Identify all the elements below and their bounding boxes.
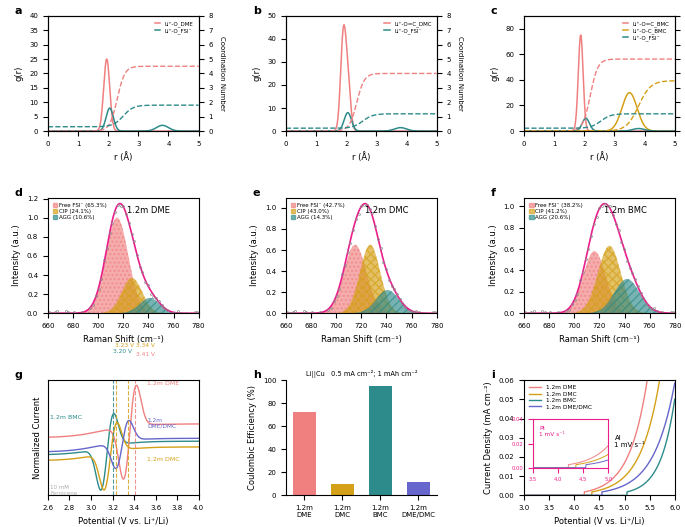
X-axis label: Raman Shift (cm⁻¹): Raman Shift (cm⁻¹) xyxy=(83,335,164,344)
Text: f: f xyxy=(491,188,496,198)
1.2m BMC xyxy=(671,396,679,403)
Text: i: i xyxy=(491,370,495,380)
1.2m DMC xyxy=(640,440,649,446)
1.2m BMC xyxy=(640,481,649,487)
Legend: Li⁺-O_DME, Li⁺-O_FSI⁻: Li⁺-O_DME, Li⁺-O_FSI⁻ xyxy=(153,18,196,36)
1.2m DME xyxy=(640,395,649,401)
1.2m BMC xyxy=(536,492,544,499)
Text: b: b xyxy=(253,5,261,15)
1.2m DMC xyxy=(657,367,665,374)
Text: g: g xyxy=(15,370,23,380)
1.2m BMC xyxy=(520,492,528,499)
1.2m DMC xyxy=(623,470,632,476)
Text: 1.2m DMC: 1.2m DMC xyxy=(365,206,409,215)
Text: 3.20 V: 3.20 V xyxy=(113,349,132,354)
Title: Li||Cu   0.5 mA cm⁻²; 1 mAh cm⁻²: Li||Cu 0.5 mA cm⁻²; 1 mAh cm⁻² xyxy=(306,370,417,378)
Text: d: d xyxy=(15,188,23,198)
1.2m DME/DMC xyxy=(520,492,528,499)
X-axis label: r (Å): r (Å) xyxy=(114,152,132,162)
Legend: Li⁺-O=C_BMC, Li⁺-O-C_BMC, Li⁺-O_FSI⁻: Li⁺-O=C_BMC, Li⁺-O-C_BMC, Li⁺-O_FSI⁻ xyxy=(621,18,672,43)
Bar xyxy=(293,412,316,495)
1.2m DME/DMC xyxy=(638,469,646,475)
Legend: Free FSI⁻ (42.7%), CIP (43.0%), AGG (14.3%): Free FSI⁻ (42.7%), CIP (43.0%), AGG (14.… xyxy=(289,201,347,222)
Y-axis label: Normalized Current: Normalized Current xyxy=(34,396,42,479)
Bar xyxy=(331,484,353,495)
Text: e: e xyxy=(253,188,260,198)
1.2m DME/DMC xyxy=(536,492,544,499)
Bar xyxy=(407,482,429,495)
1.2m DMC xyxy=(536,492,544,499)
Text: h: h xyxy=(253,370,261,380)
Line: 1.2m DMC: 1.2m DMC xyxy=(524,370,675,495)
Text: 1.2m BMC: 1.2m BMC xyxy=(50,415,82,421)
Y-axis label: Coordination Number: Coordination Number xyxy=(219,36,225,111)
X-axis label: Raman Shift (cm⁻¹): Raman Shift (cm⁻¹) xyxy=(559,335,640,344)
Y-axis label: g(r): g(r) xyxy=(253,66,262,81)
Y-axis label: Current Density (mA cm⁻²): Current Density (mA cm⁻²) xyxy=(484,382,493,494)
1.2m DMC xyxy=(638,447,646,453)
1.2m DMC xyxy=(586,492,595,499)
Text: 1.2m DMC: 1.2m DMC xyxy=(147,457,179,462)
Y-axis label: Intensity (a.u.): Intensity (a.u.) xyxy=(12,225,21,286)
Y-axis label: g(r): g(r) xyxy=(490,66,500,81)
X-axis label: r (Å): r (Å) xyxy=(590,152,608,162)
1.2m DME xyxy=(623,454,632,460)
1.2m BMC xyxy=(623,489,632,495)
Y-axis label: g(r): g(r) xyxy=(14,66,24,81)
Line: 1.2m DME/DMC: 1.2m DME/DMC xyxy=(524,383,675,495)
1.2m BMC xyxy=(581,492,589,499)
1.2m DME xyxy=(581,489,589,495)
1.2m DME xyxy=(671,367,679,374)
Text: 3.23 V 3.34 V: 3.23 V 3.34 V xyxy=(115,344,155,348)
Legend: Free FSI⁻ (38.2%), CIP (41.2%), AGG (20.6%): Free FSI⁻ (38.2%), CIP (41.2%), AGG (20.… xyxy=(527,201,585,222)
X-axis label: Raman Shift (cm⁻¹): Raman Shift (cm⁻¹) xyxy=(321,335,402,344)
Text: c: c xyxy=(491,5,497,15)
Bar xyxy=(369,386,392,495)
1.2m DME xyxy=(586,487,595,494)
Legend: Li⁺-O=C_DMC, Li⁺-O_FSI⁻: Li⁺-O=C_DMC, Li⁺-O_FSI⁻ xyxy=(382,18,434,36)
1.2m DME xyxy=(645,367,653,374)
1.2m BMC xyxy=(586,492,595,499)
Y-axis label: Coulombic Efficiency (%): Coulombic Efficiency (%) xyxy=(248,385,258,490)
Text: 1.2m DME: 1.2m DME xyxy=(127,206,171,215)
Text: Al
1 mV s⁻¹: Al 1 mV s⁻¹ xyxy=(614,435,645,448)
Text: 1.2m BMC: 1.2m BMC xyxy=(603,206,647,215)
Text: 1.2m
DME/DMC: 1.2m DME/DMC xyxy=(147,418,176,429)
1.2m DME/DMC xyxy=(640,466,649,472)
Legend: Free FSI⁻ (65.3%), CIP (24.1%), AGG (10.6%): Free FSI⁻ (65.3%), CIP (24.1%), AGG (10.… xyxy=(51,201,109,222)
1.2m DME xyxy=(536,492,544,499)
1.2m DMC xyxy=(671,367,679,374)
Y-axis label: Coordination Number: Coordination Number xyxy=(458,36,463,111)
Line: 1.2m DME: 1.2m DME xyxy=(524,370,675,495)
1.2m DME/DMC xyxy=(586,492,595,499)
X-axis label: Potential (V vs. Li⁺/Li): Potential (V vs. Li⁺/Li) xyxy=(554,516,645,525)
X-axis label: r (Å): r (Å) xyxy=(352,152,371,162)
Legend: 1.2m DME, 1.2m DMC, 1.2m BMC, 1.2m DME/DMC: 1.2m DME, 1.2m DMC, 1.2m BMC, 1.2m DME/D… xyxy=(527,383,594,412)
1.2m DME/DMC xyxy=(623,481,632,487)
Text: 10 mM
Ferrocene: 10 mM Ferrocene xyxy=(50,485,77,496)
Text: a: a xyxy=(15,5,23,15)
1.2m DME/DMC xyxy=(671,380,679,386)
1.2m DMC xyxy=(520,492,528,499)
1.2m DME xyxy=(638,408,646,415)
1.2m BMC xyxy=(638,483,646,489)
Text: 3.41 V: 3.41 V xyxy=(136,352,155,357)
Line: 1.2m BMC: 1.2m BMC xyxy=(524,399,675,495)
1.2m DMC xyxy=(581,492,589,499)
X-axis label: Potential (V vs. Li⁺/Li): Potential (V vs. Li⁺/Li) xyxy=(78,516,169,525)
1.2m DME xyxy=(520,492,528,499)
1.2m DME/DMC xyxy=(581,492,589,499)
Y-axis label: Intensity (a.u.): Intensity (a.u.) xyxy=(488,225,497,286)
Text: 1.2m DME: 1.2m DME xyxy=(147,381,179,386)
Y-axis label: Intensity (a.u.): Intensity (a.u.) xyxy=(251,225,260,286)
